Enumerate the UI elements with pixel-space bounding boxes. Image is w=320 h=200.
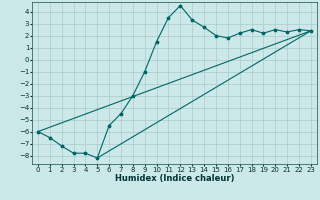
X-axis label: Humidex (Indice chaleur): Humidex (Indice chaleur) xyxy=(115,174,234,183)
